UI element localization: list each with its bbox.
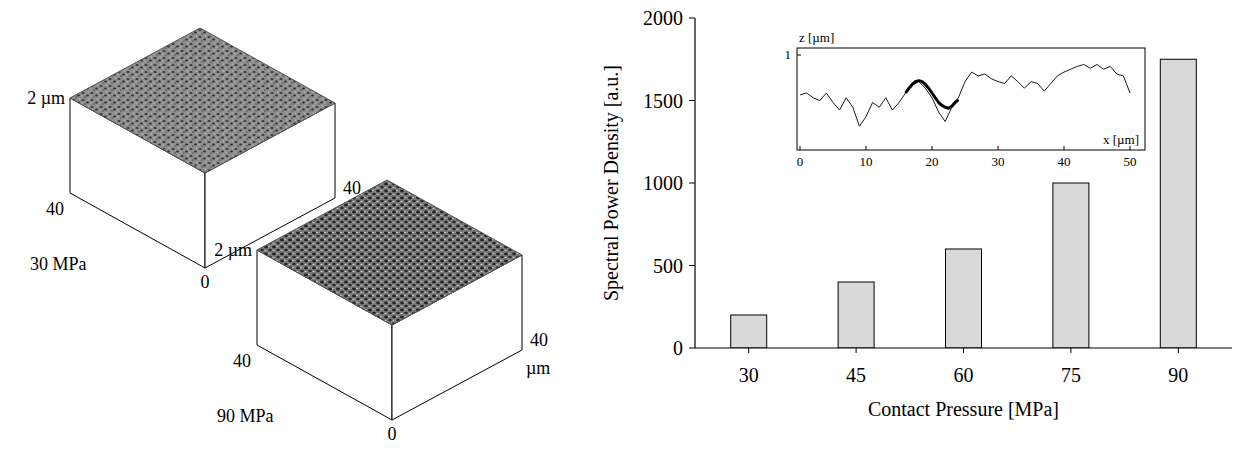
z-label: 2 µm [27,88,65,108]
x-tick-label: 30 [739,364,759,386]
inset-x-tick [800,146,801,150]
x-tick [1070,348,1071,353]
inset-x-tick [1064,146,1065,150]
y-max-label: 40 [233,351,251,371]
y-max-label: 40 [46,199,64,219]
origin-label: 0 [201,272,210,292]
inset-frame [797,48,1145,150]
z-label: 2 µm [214,240,252,260]
x-tick [1178,348,1179,353]
y-tick-label: 2000 [643,7,683,29]
surface-label: 90 MPa [217,406,274,426]
surface-plot: 2 µm 40 90 MPa 0 40 µm [214,180,550,444]
bar [1053,183,1089,348]
x-tick [856,348,857,353]
profile-line [800,65,1130,127]
inset-y-tick-label: 1 [785,47,792,62]
y-tick-label: 500 [653,255,683,277]
bar [1160,59,1196,348]
y-tick-label: 1500 [643,90,683,112]
inset-x-tick-label: 0 [797,154,804,169]
y-tick [689,18,695,19]
surface-top [257,180,522,325]
inset-x-tick-label: 10 [860,154,873,169]
profile-lines [800,65,1130,127]
inset: 0 10 20 30 40 50 1 z [µm] x [µm] [785,30,1146,169]
x-max-label: 40 [530,330,548,350]
inset-x-tick [932,146,933,150]
x-tick-label: 60 [954,364,974,386]
x-unit-label: µm [526,358,550,378]
bar-chart: 05001000150020003045607590Contact Pressu… [600,7,1232,420]
inset-x-tick [998,146,999,150]
y-axis-title: Spectral Power Density [a.u.] [600,65,623,301]
fit-curve [906,81,959,109]
surface-label: 30 MPa [30,254,87,274]
inset-x-tick-label: 40 [1058,154,1071,169]
bar [838,282,874,348]
x-tick [963,348,964,353]
inset-x-tick-label: 30 [992,154,1005,169]
figure: 2 µm4030 MPa040µm2 µm4090 MPa040µm050010… [0,0,1242,460]
inset-x-tick [866,146,867,150]
inset-x-title: x [µm] [1103,132,1139,147]
bar [946,249,982,348]
x-tick [748,348,749,353]
y-tick [689,265,695,266]
y-tick [689,348,695,349]
inset-y-tick [797,55,801,56]
x-tick-label: 75 [1061,364,1081,386]
inset-x-tick-label: 20 [926,154,939,169]
y-tick [689,183,695,184]
origin-label: 0 [388,424,397,444]
inset-y-title: z [µm] [799,30,834,45]
surface-top [70,28,335,173]
y-tick-label: 0 [673,337,683,359]
bar [731,315,767,348]
y-tick-label: 1000 [643,172,683,194]
y-tick [689,100,695,101]
x-tick-label: 45 [846,364,866,386]
x-tick-label: 90 [1168,364,1188,386]
x-axis-title: Contact Pressure [MPa] [868,398,1059,420]
inset-x-tick-label: 50 [1124,154,1137,169]
